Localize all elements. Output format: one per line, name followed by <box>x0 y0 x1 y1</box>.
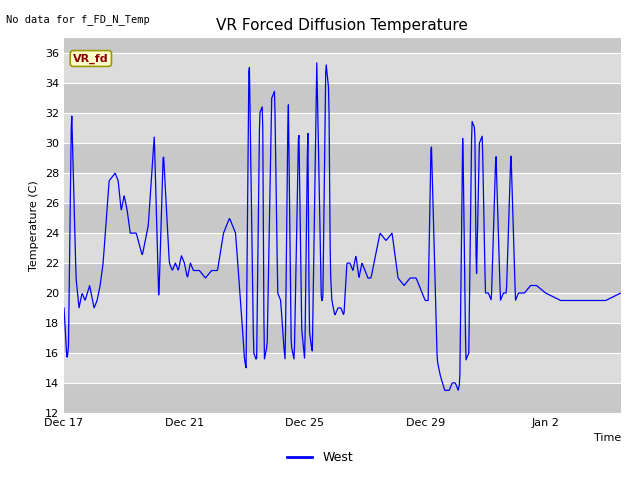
Bar <box>64 203 621 233</box>
Bar <box>64 24 621 53</box>
Bar <box>64 263 621 293</box>
Title: VR Forced Diffusion Temperature: VR Forced Diffusion Temperature <box>216 18 468 33</box>
Text: No data for f_FD_N_Temp: No data for f_FD_N_Temp <box>6 14 150 25</box>
Bar <box>64 143 621 173</box>
Text: VR_fd: VR_fd <box>73 53 109 64</box>
X-axis label: Time: Time <box>593 433 621 443</box>
Legend: West: West <box>282 446 358 469</box>
Y-axis label: Temperature (C): Temperature (C) <box>29 180 39 271</box>
Bar <box>64 323 621 353</box>
Bar <box>64 383 621 413</box>
Bar <box>64 84 621 113</box>
